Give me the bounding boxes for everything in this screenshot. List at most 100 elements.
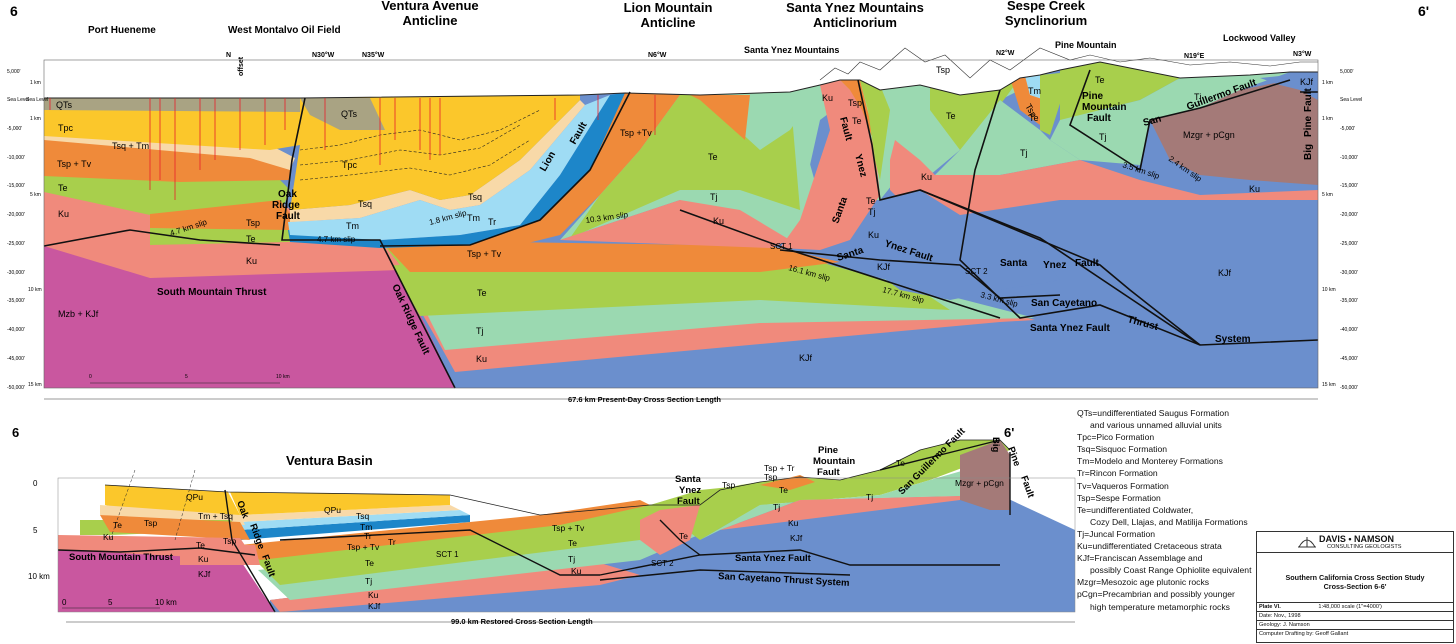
lbl-tm-sespe: Tm: [1028, 86, 1041, 96]
lbl-mzb-kjf: Mzb + KJf: [58, 309, 99, 319]
r-lbl-sy3: Fault: [677, 496, 701, 507]
r-santa-ynez-line: [599, 549, 1000, 576]
right-depth-scale: 5,000' Sea Level -5,000' -10,000' -15,00…: [1322, 69, 1362, 391]
scale-ft-r-5: -20,000': [1340, 212, 1358, 218]
r-depth-0: 0: [33, 479, 38, 488]
heading-lion-1: Lion Mountain: [624, 0, 713, 15]
lbl-ku-syn: Ku: [822, 93, 833, 103]
scale-label: 1:48,000 scale (1"=4000'): [1318, 604, 1382, 610]
r-lbl-te2: Te: [196, 540, 205, 550]
r-lbl-tsp4: Tsp: [764, 472, 778, 482]
lbl-tpc-left: Tpc: [58, 123, 74, 133]
r-tsq: [240, 505, 460, 522]
r-tsp-right: [760, 475, 815, 490]
r-lbl-sy2: Ynez: [679, 485, 701, 496]
r-lbl-tsp-tv: Tsp + Tv: [347, 542, 380, 552]
lbl-oak-3: Fault: [276, 211, 301, 222]
unit-ku-syn: [780, 80, 880, 250]
r-lbl-ku5: Ku: [788, 518, 799, 528]
lbl-ku-deep: Ku: [476, 354, 487, 364]
r-depth-5: 5: [33, 526, 38, 535]
legend: QTs=undifferentiated Saugus Formation and…: [1077, 407, 1257, 613]
section-title: Cross-Section 6-6': [1323, 582, 1387, 591]
bearing-n19e: N19°E: [1184, 52, 1205, 60]
r-lbl-ku1: Ku: [103, 532, 114, 542]
lbl-ku-syn2: Ku: [921, 172, 932, 182]
unit-mzgr: [1150, 80, 1318, 185]
unit-tsp-tv-lion: [470, 93, 680, 245]
lbl-tsp-tv-left: Tsp + Tv: [57, 159, 92, 169]
r-end-right: 6': [1004, 425, 1014, 440]
scale-km-r-3: 10 km: [1322, 287, 1336, 293]
unit-tj-sespe: [930, 100, 1080, 180]
r-lbl-kjf2: KJf: [368, 601, 381, 611]
top-length-label: 67.6 km Present-Day Cross Section Length: [568, 395, 721, 404]
unit-ku-sespe: [920, 160, 1318, 215]
scale-km-r-4: 15 km: [1322, 382, 1336, 388]
r-ku-low: [270, 560, 640, 612]
scale-ft-r-4: -15,000': [1340, 183, 1358, 189]
lbl-san-cay: San Cayetano: [1031, 298, 1097, 309]
lbl-tsp-syn: Tsp: [848, 98, 862, 108]
scale-ft-r-3: -10,000': [1340, 155, 1358, 161]
legend-entry: Te=undifferentiated Coldwater,: [1077, 504, 1194, 515]
legend-entry: and various unnamed alluvial units: [1090, 420, 1222, 431]
legend-entry: Tm=Modelo and Monterey Formations: [1077, 456, 1223, 467]
lbl-tj-lion: Tj: [710, 192, 718, 202]
lbl-pine-2: Mountain: [1082, 102, 1126, 113]
lbl-mzgr: Mzgr + pCgn: [1183, 130, 1235, 140]
r-lbl-tm-tsq: Tm + Tsq: [198, 511, 233, 521]
scale-ft-7: -30,000': [7, 270, 25, 276]
r-lbl-tr: Tr: [364, 531, 372, 541]
r-lbl-kjf3: KJf: [790, 533, 803, 543]
r-lbl-te6: Te: [779, 485, 788, 495]
r-lbl-pine1: Pine: [818, 445, 838, 456]
drafting-row: Computer Drafting by: Geoff Gallant: [1259, 631, 1349, 637]
lbl-te-syn: Te: [852, 116, 862, 126]
r-lbl-tsp-tv2: Tsp + Tv: [552, 523, 585, 533]
bearing-offset: offset: [238, 56, 245, 76]
unit-tr-ventura: [288, 92, 630, 248]
r-lbl-te4: Te: [568, 538, 577, 548]
firm-subtitle: CONSULTING GEOLOGISTS: [1327, 544, 1402, 550]
scale-ft-6: -25,000': [7, 241, 25, 247]
top-scale-bar-5: 5: [185, 374, 188, 380]
r-lbl-sy-fault: Santa Ynez Fault: [735, 553, 812, 564]
lbl-sy-r2: Ynez: [1043, 260, 1066, 271]
r-dashed-lines: [109, 469, 196, 541]
lbl-sct2: SCT 2: [965, 267, 988, 276]
unit-te-lion: [570, 90, 820, 238]
r-ku-right: [720, 495, 1000, 530]
unit-ku-lion: [560, 200, 790, 248]
scale-ft-r-10: -45,000': [1340, 356, 1358, 362]
lbl-ku-mid: Ku: [246, 256, 257, 266]
lbl-ku-lion: Ku: [713, 216, 724, 226]
lbl-tsp-top: Tsp: [936, 65, 950, 75]
r-length-label: 99.0 km Restored Cross Section Length: [451, 617, 593, 626]
bearing-n3w: N3°W: [1293, 50, 1312, 58]
r-san-cay-line: [599, 569, 851, 581]
title-block: DAVIS • NAMSON CONSULTING GEOLOGISTS Sou…: [1256, 531, 1454, 643]
lbl-pine: Pine: [1303, 115, 1314, 137]
heading-ventura-2: Anticline: [403, 13, 458, 28]
date-row: Date: Nov., 1998: [1257, 612, 1453, 621]
study-title: Southern California Cross Section Study: [1285, 573, 1425, 582]
lbl-oak-2: Ridge: [272, 200, 300, 211]
r-lbl-te7: Te: [896, 458, 905, 468]
lbl-big: Big: [1303, 144, 1314, 160]
study-box: Southern California Cross Section Study …: [1257, 553, 1453, 603]
scale-ft-r-2: -5,000': [1340, 126, 1355, 132]
r-lbl-tj3: Tj: [773, 502, 780, 512]
scale-ft-4: -15,000': [7, 183, 25, 189]
scale-km-r-2: 5 km: [1322, 192, 1333, 198]
lbl-ku-right: Ku: [1249, 184, 1260, 194]
scale-km-0: 1 km: [30, 80, 41, 86]
lbl-ku-left: Ku: [58, 209, 69, 219]
lbl-tsq-tm: Tsq + Tm: [112, 141, 149, 151]
legend-entry: QTs=undifferentiated Saugus Formation: [1077, 408, 1229, 418]
r-tm: [240, 510, 470, 530]
r-lbl-ku3: Ku: [368, 590, 379, 600]
bearing-n6w: N6°W: [648, 51, 667, 59]
lbl-te-pine: Te: [1095, 75, 1105, 85]
lbl-tsq: Tsq: [358, 199, 372, 209]
